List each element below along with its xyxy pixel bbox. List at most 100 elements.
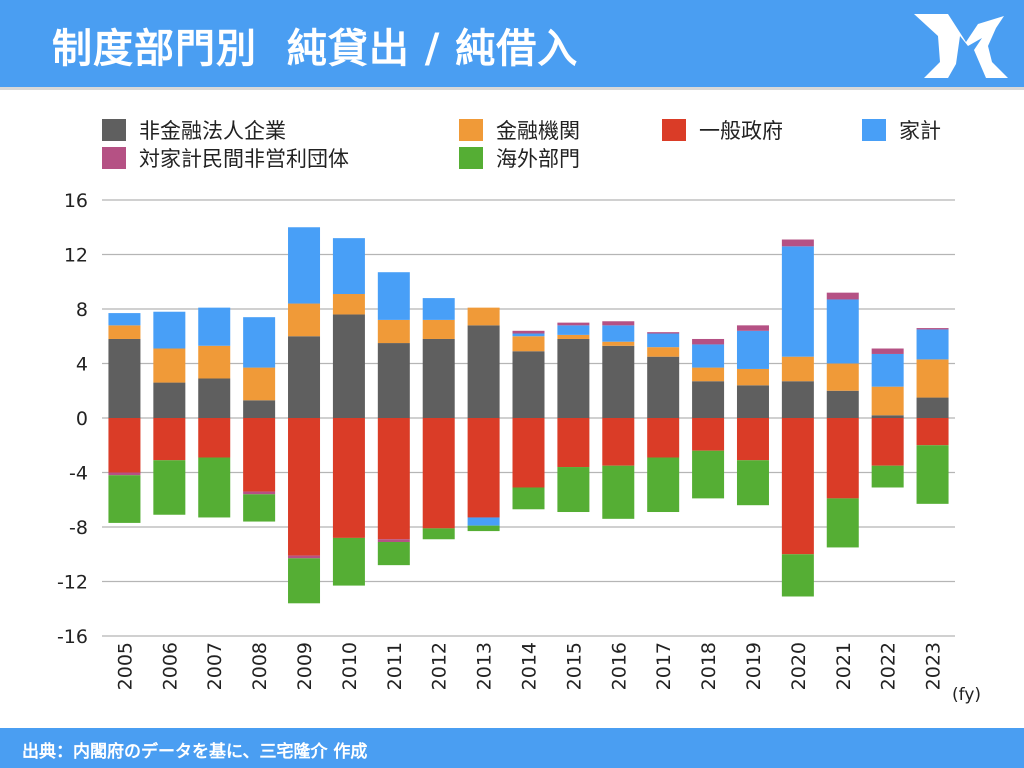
bar-segment [871, 348, 904, 354]
x-tick-label: 2014 [519, 642, 541, 690]
bar-segment [243, 491, 276, 495]
bar-segment [377, 272, 410, 320]
bar-segment [198, 307, 231, 346]
bar-segment [557, 338, 590, 418]
bar-segment [692, 450, 725, 499]
bar-segment [647, 457, 680, 513]
bar-segment [916, 397, 949, 418]
bar-segment [916, 418, 949, 446]
bar-segment [198, 378, 231, 418]
bar-segment [602, 341, 635, 346]
x-tick-label: 2020 [788, 642, 810, 690]
legend-item-overseas: 海外部門 [459, 143, 580, 173]
legend-swatch [459, 147, 483, 169]
bar-segment [512, 333, 545, 337]
bar-segment [422, 319, 455, 339]
legend-label: 一般政府 [699, 119, 783, 143]
bar-segment [377, 319, 410, 344]
mr-logo [914, 14, 1008, 78]
bar-segment [557, 322, 590, 326]
x-axis-unit-label: (fy) [952, 685, 981, 705]
y-tick-label: 8 [76, 299, 88, 321]
x-tick-label: 2009 [294, 642, 316, 690]
bar-segment [467, 325, 500, 418]
bar-segment [826, 299, 859, 364]
bar-segment [467, 525, 500, 532]
x-tick-label: 2016 [608, 642, 630, 690]
bar-segment [826, 418, 859, 499]
bar-segment [781, 381, 814, 418]
bar-segment [108, 472, 141, 476]
bar-segment [153, 418, 186, 461]
x-tick-label: 2015 [563, 642, 585, 690]
bar-segment [647, 418, 680, 458]
bar-segment [692, 367, 725, 382]
bar-segment [243, 418, 276, 492]
bar-segment [647, 332, 680, 334]
bar-segment [736, 325, 769, 331]
legend-label: 対家計民間非営利団体 [139, 147, 349, 171]
legend-swatch [662, 119, 686, 141]
bar-segment [557, 325, 590, 335]
bar-segment [198, 418, 231, 458]
x-tick-label: 2010 [339, 642, 361, 690]
x-tick-label: 2011 [384, 642, 406, 690]
bar-segment [781, 356, 814, 382]
bar-segment [377, 541, 410, 566]
bar-segment [826, 292, 859, 300]
bar-segment [602, 345, 635, 418]
bar-segment [332, 314, 365, 418]
bar-segment [602, 325, 635, 342]
bar-segment [512, 418, 545, 488]
bar-segment [467, 418, 500, 518]
y-tick-label: 16 [64, 190, 88, 212]
bar-segment [647, 333, 680, 348]
legend-item-npish: 対家計民間非営利団体 [102, 143, 349, 173]
bar-segment [377, 418, 410, 540]
x-tick-label: 2022 [878, 642, 900, 690]
bar-segment [692, 381, 725, 418]
y-tick-label: -16 [57, 626, 88, 648]
bar-segment [108, 338, 141, 418]
bar-segment [602, 465, 635, 519]
bar-segment [422, 338, 455, 418]
bar-segment [647, 356, 680, 418]
legend-label: 非金融法人企業 [139, 119, 286, 143]
bar-segment [512, 487, 545, 510]
bar-segment [332, 418, 365, 538]
stacked-bar-chart: 16 12 8 4 0 -4 -8 -12 -16 2005 2006 2007 2008 2009 201… [57, 190, 981, 705]
x-tick-label: 2007 [204, 642, 226, 690]
bar-segment [736, 418, 769, 461]
legend-swatch [862, 119, 886, 141]
bar-segment [198, 345, 231, 379]
legend-label: 金融機関 [496, 119, 580, 143]
bar-segment [916, 328, 949, 330]
x-tick-label: 2006 [159, 642, 181, 690]
bar-segment [512, 351, 545, 418]
bar-segment [288, 336, 321, 418]
bar-segment [512, 330, 545, 334]
bar-segment [916, 329, 949, 360]
bar-segment [243, 317, 276, 368]
bar-segment [781, 418, 814, 555]
bar-segment [153, 311, 186, 349]
y-tick-label: -12 [57, 572, 88, 594]
bar-segment [288, 555, 321, 559]
bar-segment [736, 368, 769, 386]
bar-segment [332, 537, 365, 586]
bar-segment [332, 238, 365, 295]
bar-segment [557, 467, 590, 513]
page-title: 制度部門別 純貸出 / 純借入 [52, 26, 579, 72]
y-tick-label: -4 [69, 463, 88, 485]
bar-segment [243, 367, 276, 401]
bar-segment [288, 418, 321, 556]
x-tick-label: 2008 [249, 642, 271, 690]
bar-segment [377, 343, 410, 418]
y-tick-label: 12 [64, 245, 88, 267]
legend-label: 家計 [899, 119, 941, 143]
bar-segment [467, 307, 500, 326]
bar-segment [467, 517, 500, 526]
bar-segment [736, 385, 769, 418]
bar-segment [422, 418, 455, 529]
bar-segment [108, 313, 141, 326]
